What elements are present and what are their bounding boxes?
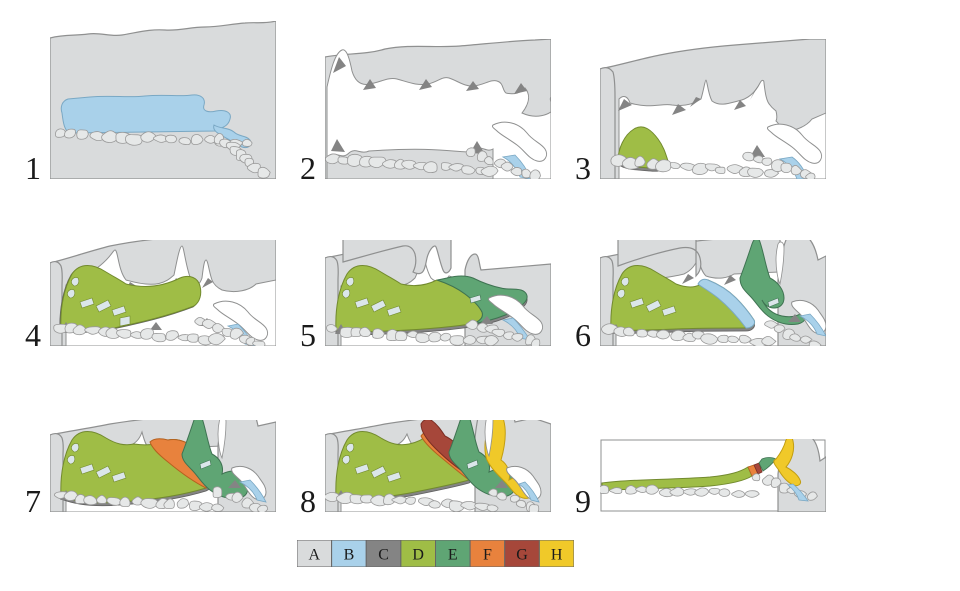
svg-text:B: B — [344, 547, 355, 564]
svg-text:E: E — [448, 547, 458, 564]
svg-text:F: F — [483, 547, 492, 564]
svg-text:G: G — [516, 547, 528, 564]
svg-text:C: C — [378, 547, 389, 564]
svg-text:H: H — [551, 547, 563, 564]
svg-text:D: D — [412, 547, 424, 564]
svg-text:A: A — [309, 547, 321, 564]
